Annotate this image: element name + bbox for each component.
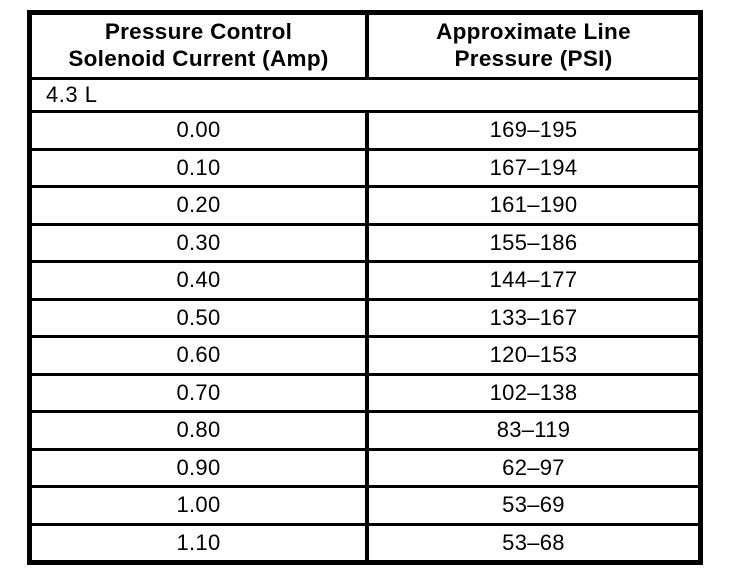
table-row: 1.10 53–68 (32, 522, 698, 560)
pressure-cell: 167–194 (365, 150, 698, 185)
table-row: 0.20 161–190 (32, 185, 698, 223)
header-line-pressure-line2: Pressure (PSI) (454, 46, 613, 71)
current-cell: 0.30 (176, 229, 221, 255)
pressure-cell: 155–186 (365, 225, 698, 260)
pressure-cell: 120–153 (365, 338, 698, 373)
table-row: 0.00 169–195 (32, 110, 698, 148)
pressure-cell: 161–190 (365, 188, 698, 223)
header-solenoid-current-column: Pressure Control Solenoid Current (Amp) (32, 15, 365, 77)
line-pressure-spec-table: Pressure Control Solenoid Current (Amp) … (27, 10, 703, 565)
pressure-cell: 169–195 (365, 113, 698, 148)
current-cell: 0.20 (176, 192, 221, 218)
current-cell: 0.70 (176, 379, 221, 405)
current-cell: 0.80 (176, 417, 221, 443)
pressure-cell: 133–167 (365, 300, 698, 335)
table-row: 0.50 133–167 (32, 297, 698, 335)
header-line-pressure-line1: Approximate Line (436, 19, 631, 45)
header-line-pressure-column: Approximate Line Pressure (PSI) (365, 15, 698, 77)
engine-section-row: 4.3 L (32, 77, 698, 110)
header-solenoid-current-line2: Solenoid Current (Amp) (68, 46, 329, 71)
current-cell: 0.40 (176, 267, 221, 293)
pressure-cell: 53–69 (365, 488, 698, 523)
engine-section-label: 4.3 L (46, 82, 98, 107)
pressure-cell: 62–97 (365, 450, 698, 485)
current-cell: 0.60 (176, 342, 221, 368)
table-row: 0.60 120–153 (32, 335, 698, 373)
table-header-row: Pressure Control Solenoid Current (Amp) … (32, 15, 698, 77)
current-cell: 0.50 (176, 304, 221, 330)
current-cell: 1.00 (176, 492, 221, 518)
pressure-cell: 83–119 (365, 413, 698, 448)
current-cell: 1.10 (176, 529, 221, 555)
current-cell: 0.10 (176, 154, 221, 180)
table-row: 0.80 83–119 (32, 410, 698, 448)
pressure-cell: 53–68 (365, 525, 698, 560)
table-row: 0.70 102–138 (32, 372, 698, 410)
current-cell: 0.90 (176, 454, 221, 480)
current-cell: 0.00 (176, 117, 221, 143)
table-row: 0.40 144–177 (32, 260, 698, 298)
pressure-cell: 102–138 (365, 375, 698, 410)
pressure-cell: 144–177 (365, 263, 698, 298)
table-row: 0.30 155–186 (32, 222, 698, 260)
table-row: 0.90 62–97 (32, 447, 698, 485)
header-solenoid-current-line1: Pressure Control (104, 19, 293, 45)
table-row: 1.00 53–69 (32, 485, 698, 523)
table-row: 0.10 167–194 (32, 147, 698, 185)
